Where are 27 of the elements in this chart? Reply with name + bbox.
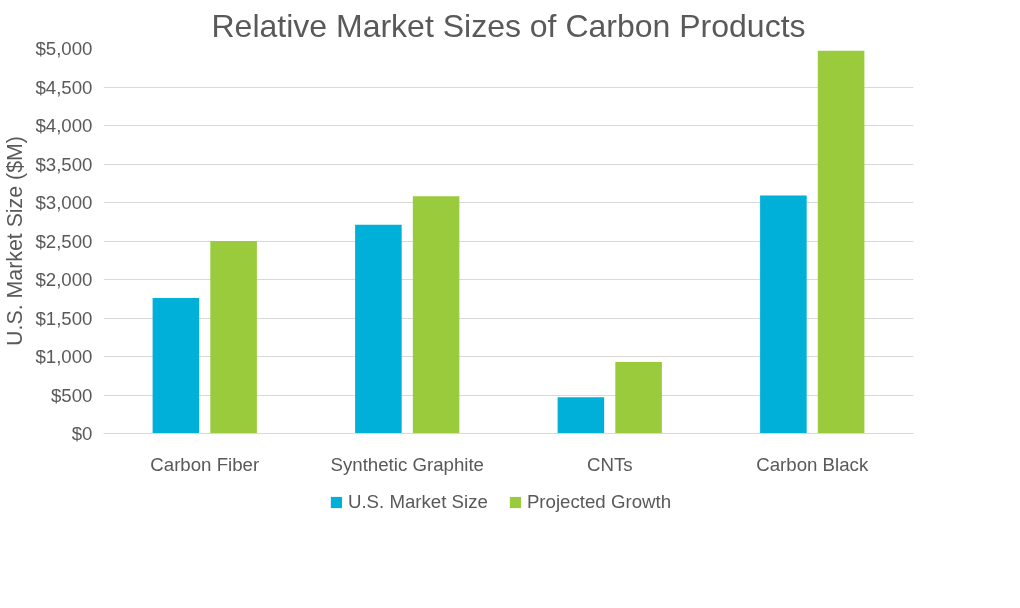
bar [760, 195, 807, 434]
y-tick-label: $3,500 [35, 153, 93, 175]
y-tick-label: $5,000 [35, 38, 93, 59]
y-tick-label: $2,000 [35, 269, 93, 290]
y-tick-label: $2,500 [35, 230, 93, 252]
y-tick-label: $4,000 [35, 115, 93, 136]
y-tick-label: $0 [71, 423, 93, 444]
y-tick-label: $3,000 [35, 192, 93, 213]
bar [355, 224, 402, 434]
bar [557, 397, 605, 434]
y-tick-label: $4,500 [35, 76, 93, 98]
bar [412, 196, 460, 434]
y-tick-label: $1,000 [35, 346, 93, 367]
bar [615, 361, 662, 434]
y-tick-label: $500 [51, 384, 93, 406]
x-tick-label: Carbon Black [756, 453, 869, 475]
legend-label: Projected Growth [526, 491, 672, 513]
y-tick-label: $1,500 [35, 307, 93, 329]
x-tick-label: Carbon Fiber [150, 453, 260, 475]
bar [210, 241, 257, 434]
legend-label: U.S. Market Size [347, 491, 488, 513]
y-axis-title: U.S. Market Size ($M) [3, 136, 28, 346]
x-tick-label: CNTs [586, 453, 633, 475]
chart-title: Relative Market Sizes of Carbon Products [211, 7, 806, 44]
bar [817, 50, 865, 434]
x-tick-label: Synthetic Graphite [330, 453, 484, 475]
bar [152, 297, 200, 434]
